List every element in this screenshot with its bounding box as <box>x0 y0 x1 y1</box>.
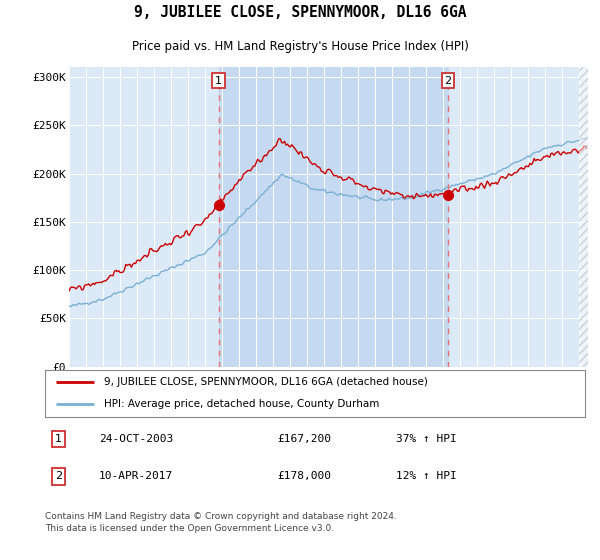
Text: Price paid vs. HM Land Registry's House Price Index (HPI): Price paid vs. HM Land Registry's House … <box>131 40 469 53</box>
Text: £178,000: £178,000 <box>277 472 331 482</box>
Text: 1: 1 <box>55 434 62 444</box>
Text: 37% ↑ HPI: 37% ↑ HPI <box>396 434 457 444</box>
Text: 24-OCT-2003: 24-OCT-2003 <box>99 434 173 444</box>
Text: 2: 2 <box>445 76 452 86</box>
Text: Contains HM Land Registry data © Crown copyright and database right 2024.
This d: Contains HM Land Registry data © Crown c… <box>45 512 397 534</box>
Text: 9, JUBILEE CLOSE, SPENNYMOOR, DL16 6GA (detached house): 9, JUBILEE CLOSE, SPENNYMOOR, DL16 6GA (… <box>104 377 428 388</box>
Text: 1: 1 <box>215 76 222 86</box>
Bar <box>580 67 588 367</box>
Bar <box>218 67 448 367</box>
Text: HPI: Average price, detached house, County Durham: HPI: Average price, detached house, Coun… <box>104 399 380 409</box>
Text: 2: 2 <box>55 472 62 482</box>
Text: 9, JUBILEE CLOSE, SPENNYMOOR, DL16 6GA: 9, JUBILEE CLOSE, SPENNYMOOR, DL16 6GA <box>134 5 466 20</box>
Text: £167,200: £167,200 <box>277 434 331 444</box>
Text: 10-APR-2017: 10-APR-2017 <box>99 472 173 482</box>
Text: 12% ↑ HPI: 12% ↑ HPI <box>396 472 457 482</box>
